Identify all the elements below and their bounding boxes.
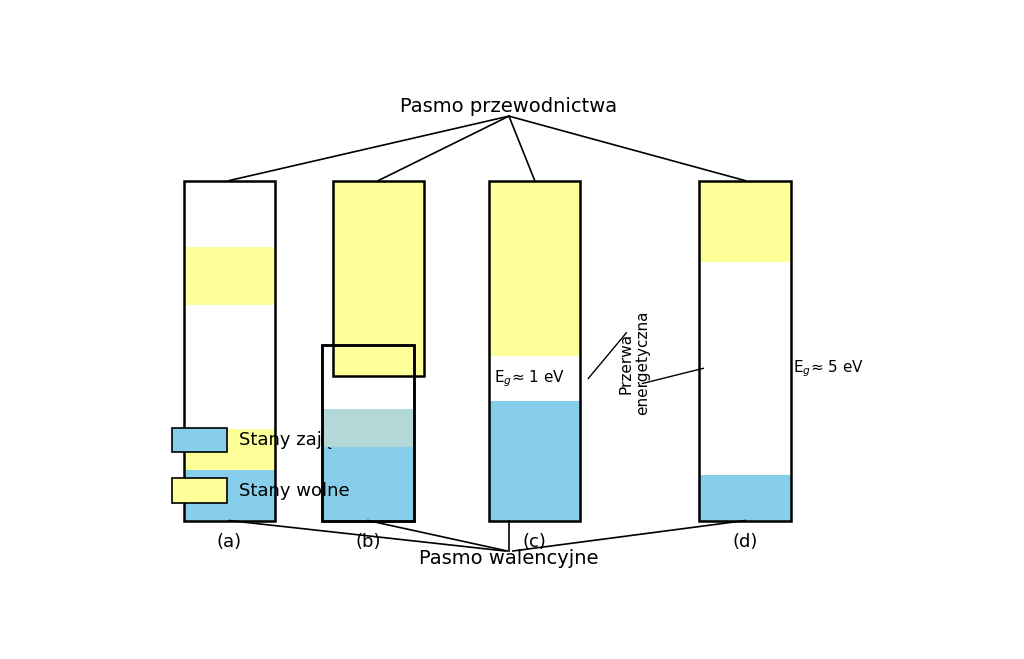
Bar bbox=[699, 181, 791, 521]
Bar bbox=[183, 305, 274, 429]
Bar bbox=[172, 478, 227, 503]
Bar bbox=[489, 356, 581, 401]
Text: Stany zajęte: Stany zajęte bbox=[240, 431, 351, 449]
Text: Przerwa
energetyczna: Przerwa energetyczna bbox=[618, 311, 650, 415]
Text: E$_g$≈ 1 eV: E$_g$≈ 1 eV bbox=[494, 368, 565, 389]
Bar bbox=[489, 181, 581, 521]
Text: (a): (a) bbox=[217, 533, 242, 551]
Text: (c): (c) bbox=[523, 533, 547, 551]
Text: (d): (d) bbox=[732, 533, 758, 551]
Text: Pasmo przewodnictwa: Pasmo przewodnictwa bbox=[400, 98, 617, 117]
Bar bbox=[183, 470, 274, 521]
Bar bbox=[699, 475, 791, 521]
Bar bbox=[323, 409, 414, 447]
Bar bbox=[323, 447, 414, 521]
Bar bbox=[489, 401, 581, 521]
Bar bbox=[183, 429, 274, 470]
Bar bbox=[333, 181, 424, 376]
Text: Pasmo walencyjne: Pasmo walencyjne bbox=[419, 549, 599, 568]
Bar bbox=[183, 181, 274, 521]
Bar bbox=[323, 345, 414, 521]
Bar bbox=[699, 181, 791, 262]
Bar bbox=[699, 262, 791, 475]
Bar bbox=[183, 246, 274, 305]
Text: Stany wolne: Stany wolne bbox=[240, 482, 350, 500]
Bar bbox=[323, 345, 414, 521]
Bar bbox=[323, 409, 414, 447]
Text: (b): (b) bbox=[355, 533, 381, 551]
Bar bbox=[172, 428, 227, 452]
Bar bbox=[489, 181, 581, 356]
Text: E$_g$≈ 5 eV: E$_g$≈ 5 eV bbox=[793, 358, 864, 379]
Bar bbox=[333, 181, 424, 376]
